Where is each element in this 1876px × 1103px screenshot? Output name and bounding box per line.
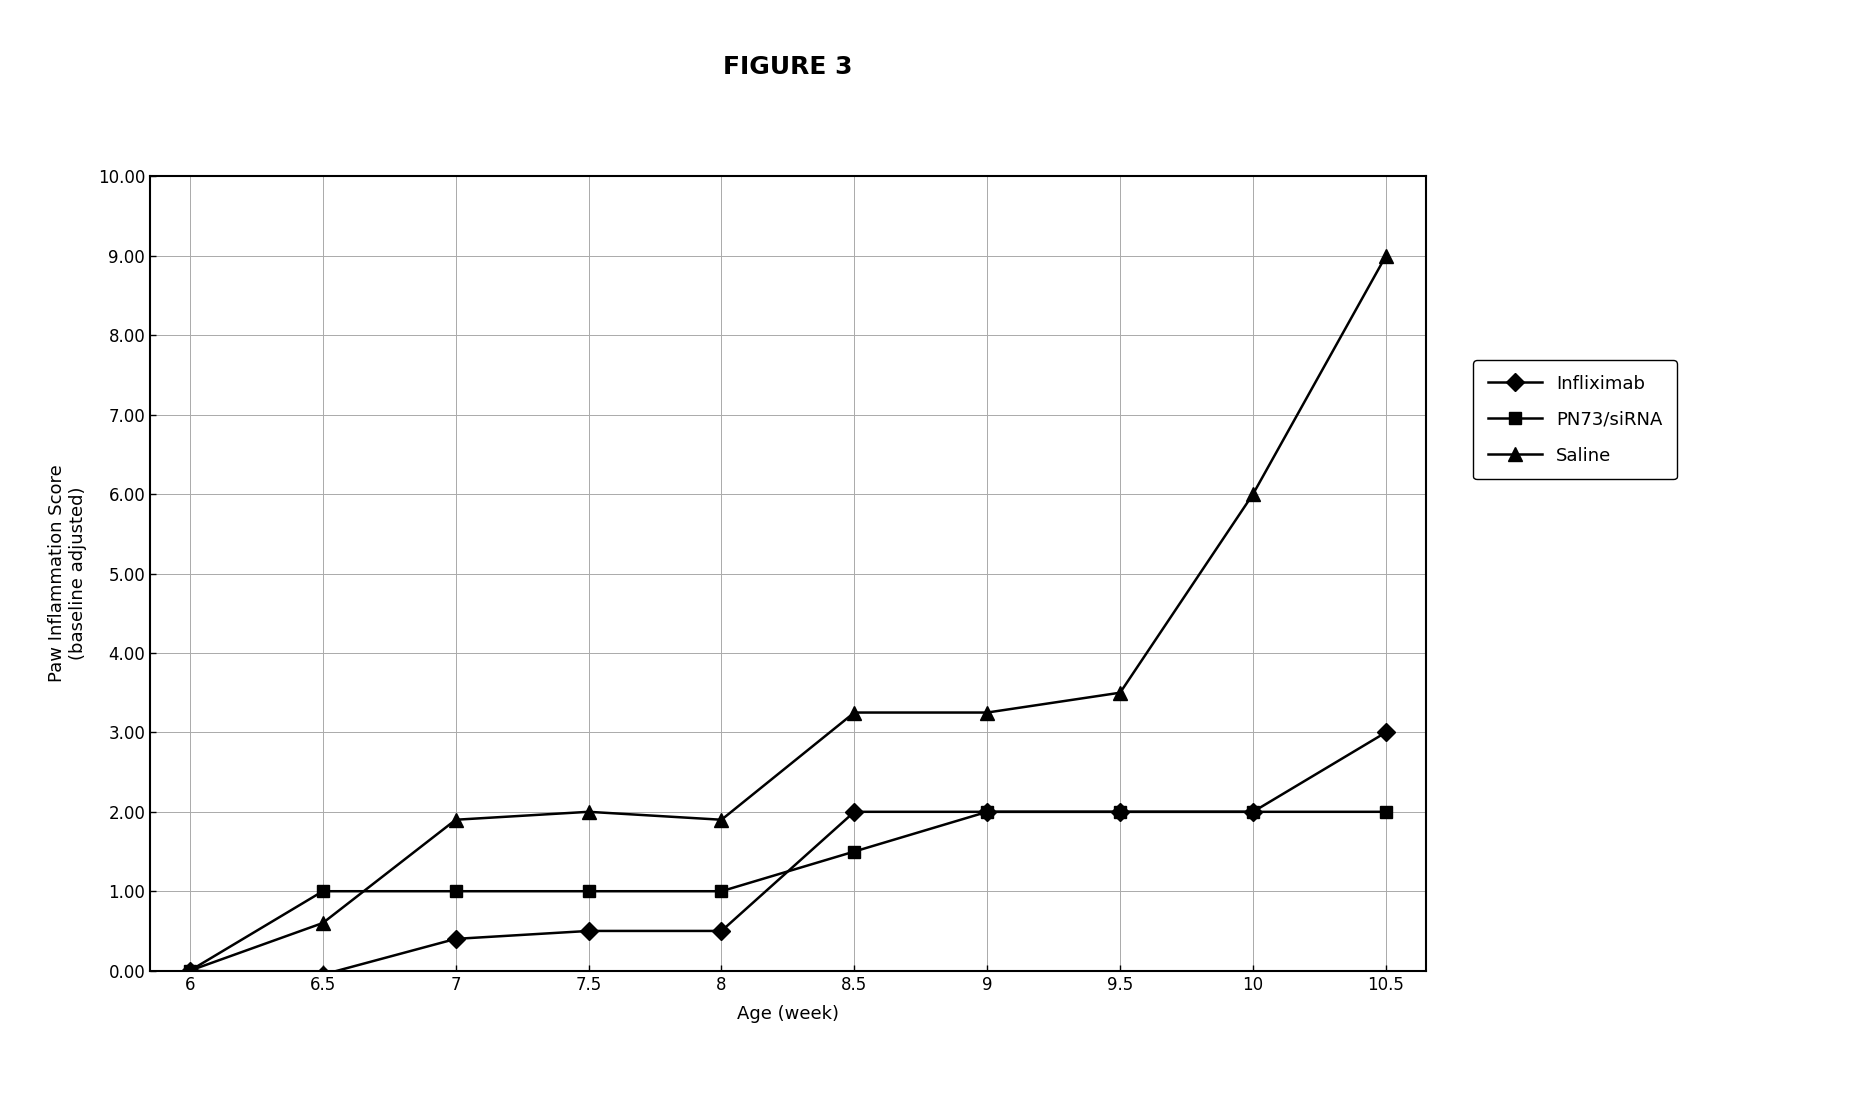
Saline [711, 813, 734, 826]
Saline [578, 805, 600, 818]
PN73/siRNA [1242, 805, 1264, 818]
Infliximab [842, 805, 865, 818]
Saline [311, 917, 334, 930]
PN73/siRNA [1375, 805, 1398, 818]
Infliximab [976, 805, 998, 818]
PN73/siRNA [976, 805, 998, 818]
PN73/siRNA [842, 845, 865, 858]
PN73/siRNA [578, 885, 600, 898]
PN73/siRNA [445, 885, 467, 898]
Infliximab [311, 968, 334, 982]
Infliximab [1242, 805, 1264, 818]
PN73/siRNA [311, 885, 334, 898]
X-axis label: Age (week): Age (week) [737, 1005, 839, 1022]
Saline [1109, 686, 1131, 699]
Line: PN73/siRNA: PN73/siRNA [184, 805, 1392, 977]
Saline [1375, 249, 1398, 263]
Line: Saline: Saline [184, 249, 1392, 977]
Infliximab [445, 932, 467, 945]
Line: Infliximab: Infliximab [184, 726, 1392, 981]
Saline [178, 964, 201, 977]
Infliximab [578, 924, 600, 938]
Infliximab [711, 924, 734, 938]
PN73/siRNA [178, 964, 201, 977]
PN73/siRNA [1109, 805, 1131, 818]
Infliximab [178, 964, 201, 977]
Infliximab [1109, 805, 1131, 818]
Saline [842, 706, 865, 719]
Text: FIGURE 3: FIGURE 3 [722, 55, 854, 79]
Saline [445, 813, 467, 826]
Saline [1242, 488, 1264, 501]
Y-axis label: Paw Inflammation Score
(baseline adjusted): Paw Inflammation Score (baseline adjuste… [49, 464, 86, 683]
Saline [976, 706, 998, 719]
PN73/siRNA [711, 885, 734, 898]
Infliximab [1375, 726, 1398, 739]
Legend: Infliximab, PN73/siRNA, Saline: Infliximab, PN73/siRNA, Saline [1473, 361, 1677, 479]
